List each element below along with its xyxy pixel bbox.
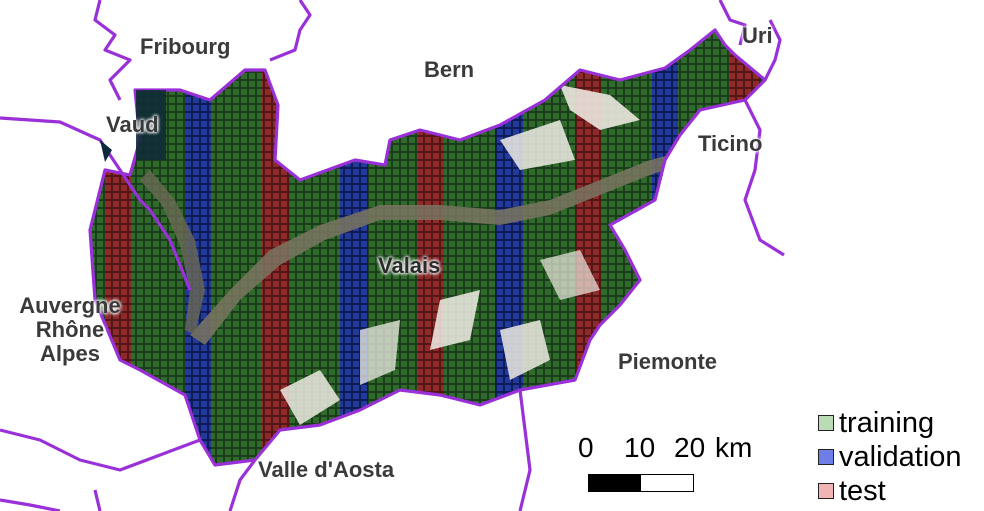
- legend-item-training: training: [818, 406, 984, 440]
- label-fribourg: Fribourg: [140, 34, 231, 59]
- legend-label-test: test: [839, 475, 886, 507]
- legend-label-validation: validation: [839, 441, 962, 473]
- label-valais: Valais: [378, 253, 441, 278]
- region-borders: [0, 0, 785, 511]
- scale-bar-white: [640, 474, 694, 492]
- scale-unit: km: [715, 432, 753, 463]
- scale-bar-black: [588, 474, 642, 492]
- valais-imagery: [90, 30, 765, 465]
- scale-label-0: 0: [578, 432, 594, 463]
- label-piemonte: Piemonte: [618, 349, 718, 374]
- dark-tile-block: [136, 90, 166, 160]
- legend-item-test: test: [818, 474, 984, 508]
- label-uri: Uri: [742, 23, 773, 48]
- label-rhone: Rhône: [35, 317, 105, 342]
- legend-label-training: training: [839, 407, 935, 439]
- label-alpes: Alpes: [40, 341, 100, 366]
- legend: training validation test: [818, 406, 984, 508]
- label-auvergne-rhone-alpes: Auvergne Rhône Alpes: [0, 294, 140, 366]
- legend-swatch-training: [818, 415, 834, 431]
- label-vaud: Vaud: [106, 112, 159, 137]
- legend-swatch-test: [818, 483, 834, 499]
- legend-item-validation: validation: [818, 440, 984, 474]
- scale-label-10: 10: [624, 432, 656, 463]
- lake-geneva-corner: [100, 140, 112, 162]
- label-auvergne: Auvergne: [19, 293, 121, 318]
- scale-bar: 0 10 20 km: [570, 432, 770, 502]
- legend-swatch-validation: [818, 449, 834, 465]
- label-bern: Bern: [424, 57, 475, 82]
- label-valle-daosta: Valle d'Aosta: [258, 457, 395, 482]
- scale-label-20: 20: [674, 432, 706, 463]
- label-ticino: Ticino: [698, 131, 763, 156]
